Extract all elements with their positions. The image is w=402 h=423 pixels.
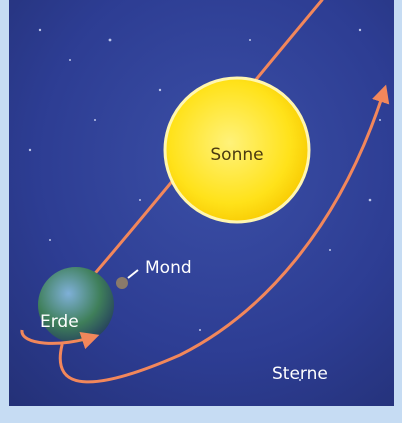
- label-stars: Sterne: [272, 364, 328, 384]
- illustration: Sonne Mond Erde Sterne: [0, 0, 402, 423]
- label-earth: Erde: [40, 312, 79, 332]
- page: Sonne Mond Erde Sterne (() => { const da…: [0, 0, 402, 423]
- label-sun: Sonne: [210, 145, 263, 165]
- moon: [116, 277, 128, 289]
- label-moon: Mond: [145, 258, 192, 278]
